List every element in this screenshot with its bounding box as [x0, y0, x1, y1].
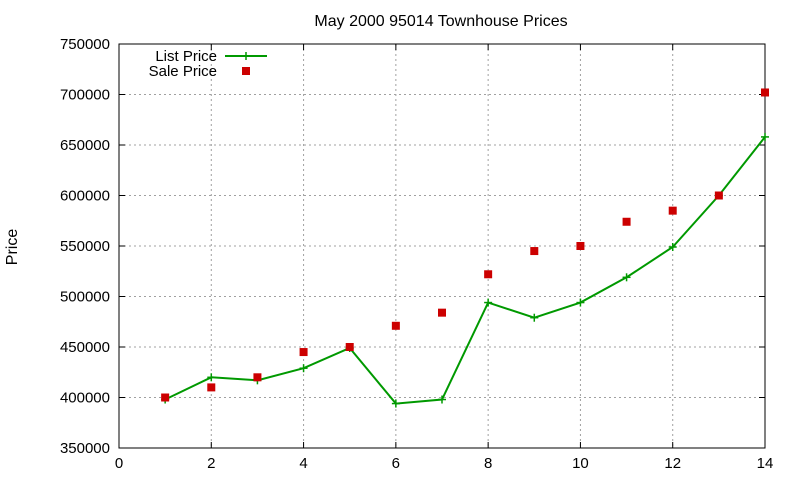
list-price-point: [761, 132, 769, 141]
y-axis-label: Price: [4, 229, 21, 266]
x-tick-label: 2: [207, 455, 215, 472]
sale-price-point: [207, 383, 216, 392]
list-price-point: [438, 395, 446, 404]
y-tick-label: 550000: [60, 238, 110, 255]
list-price-point: [530, 313, 539, 322]
sale-price-point: [622, 217, 631, 226]
sale-price-point: [253, 373, 262, 382]
legend-label-list-price: List Price: [155, 48, 217, 65]
legend-label-sale-price: Sale Price: [149, 63, 217, 80]
series-layer: [161, 88, 769, 408]
y-tick-label: 400000: [60, 390, 110, 407]
sale-price-point: [714, 191, 723, 200]
x-tick-label: 12: [664, 455, 681, 472]
x-tick-label: 6: [392, 455, 400, 472]
sale-price-point: [345, 343, 354, 351]
sale-price-point: [530, 247, 539, 256]
list-price-point: [207, 373, 216, 382]
sale-price-point: [299, 348, 308, 357]
x-tick-label: 10: [572, 455, 589, 472]
axis-ticks: 0 2 4 6 8 10 12 14 350000 400000 450000 500000 55000…: [60, 36, 773, 472]
list-price-point: [576, 298, 585, 307]
sale-price-point: [391, 321, 400, 330]
list-price-point: [299, 364, 308, 373]
x-tick-label: 4: [299, 455, 307, 472]
legend-swatch-sale-price: [242, 67, 250, 75]
plot-frame: [118, 43, 766, 449]
list-price-point: [668, 243, 677, 252]
sale-price-point: [668, 206, 677, 215]
sale-price-point: [484, 270, 493, 279]
y-tick-label: 650000: [60, 137, 110, 154]
y-tick-label: 600000: [60, 188, 110, 205]
series-list-price-line: [164, 136, 766, 405]
legend-marker-list-price: [242, 52, 250, 60]
list-price-point: [622, 273, 631, 282]
grid: [119, 44, 765, 448]
list-price-point: [391, 399, 400, 408]
sale-price-point: [761, 88, 769, 97]
y-tick-label: 450000: [60, 339, 110, 356]
list-price-point: [484, 298, 493, 307]
sale-price-point: [576, 242, 585, 250]
x-tick-label: 0: [115, 455, 123, 472]
y-tick-label: 500000: [60, 289, 110, 306]
chart-title: May 2000 95014 Townhouse Prices: [314, 13, 567, 30]
sale-price-point: [438, 308, 446, 317]
x-tick-label: 14: [757, 455, 774, 472]
legend: List Price Sale Price: [149, 48, 267, 80]
y-tick-label: 700000: [60, 87, 110, 104]
y-tick-label: 350000: [60, 440, 110, 457]
y-tick-label: 750000: [60, 36, 110, 53]
sale-price-point: [161, 393, 170, 402]
x-tick-label: 8: [484, 455, 492, 472]
